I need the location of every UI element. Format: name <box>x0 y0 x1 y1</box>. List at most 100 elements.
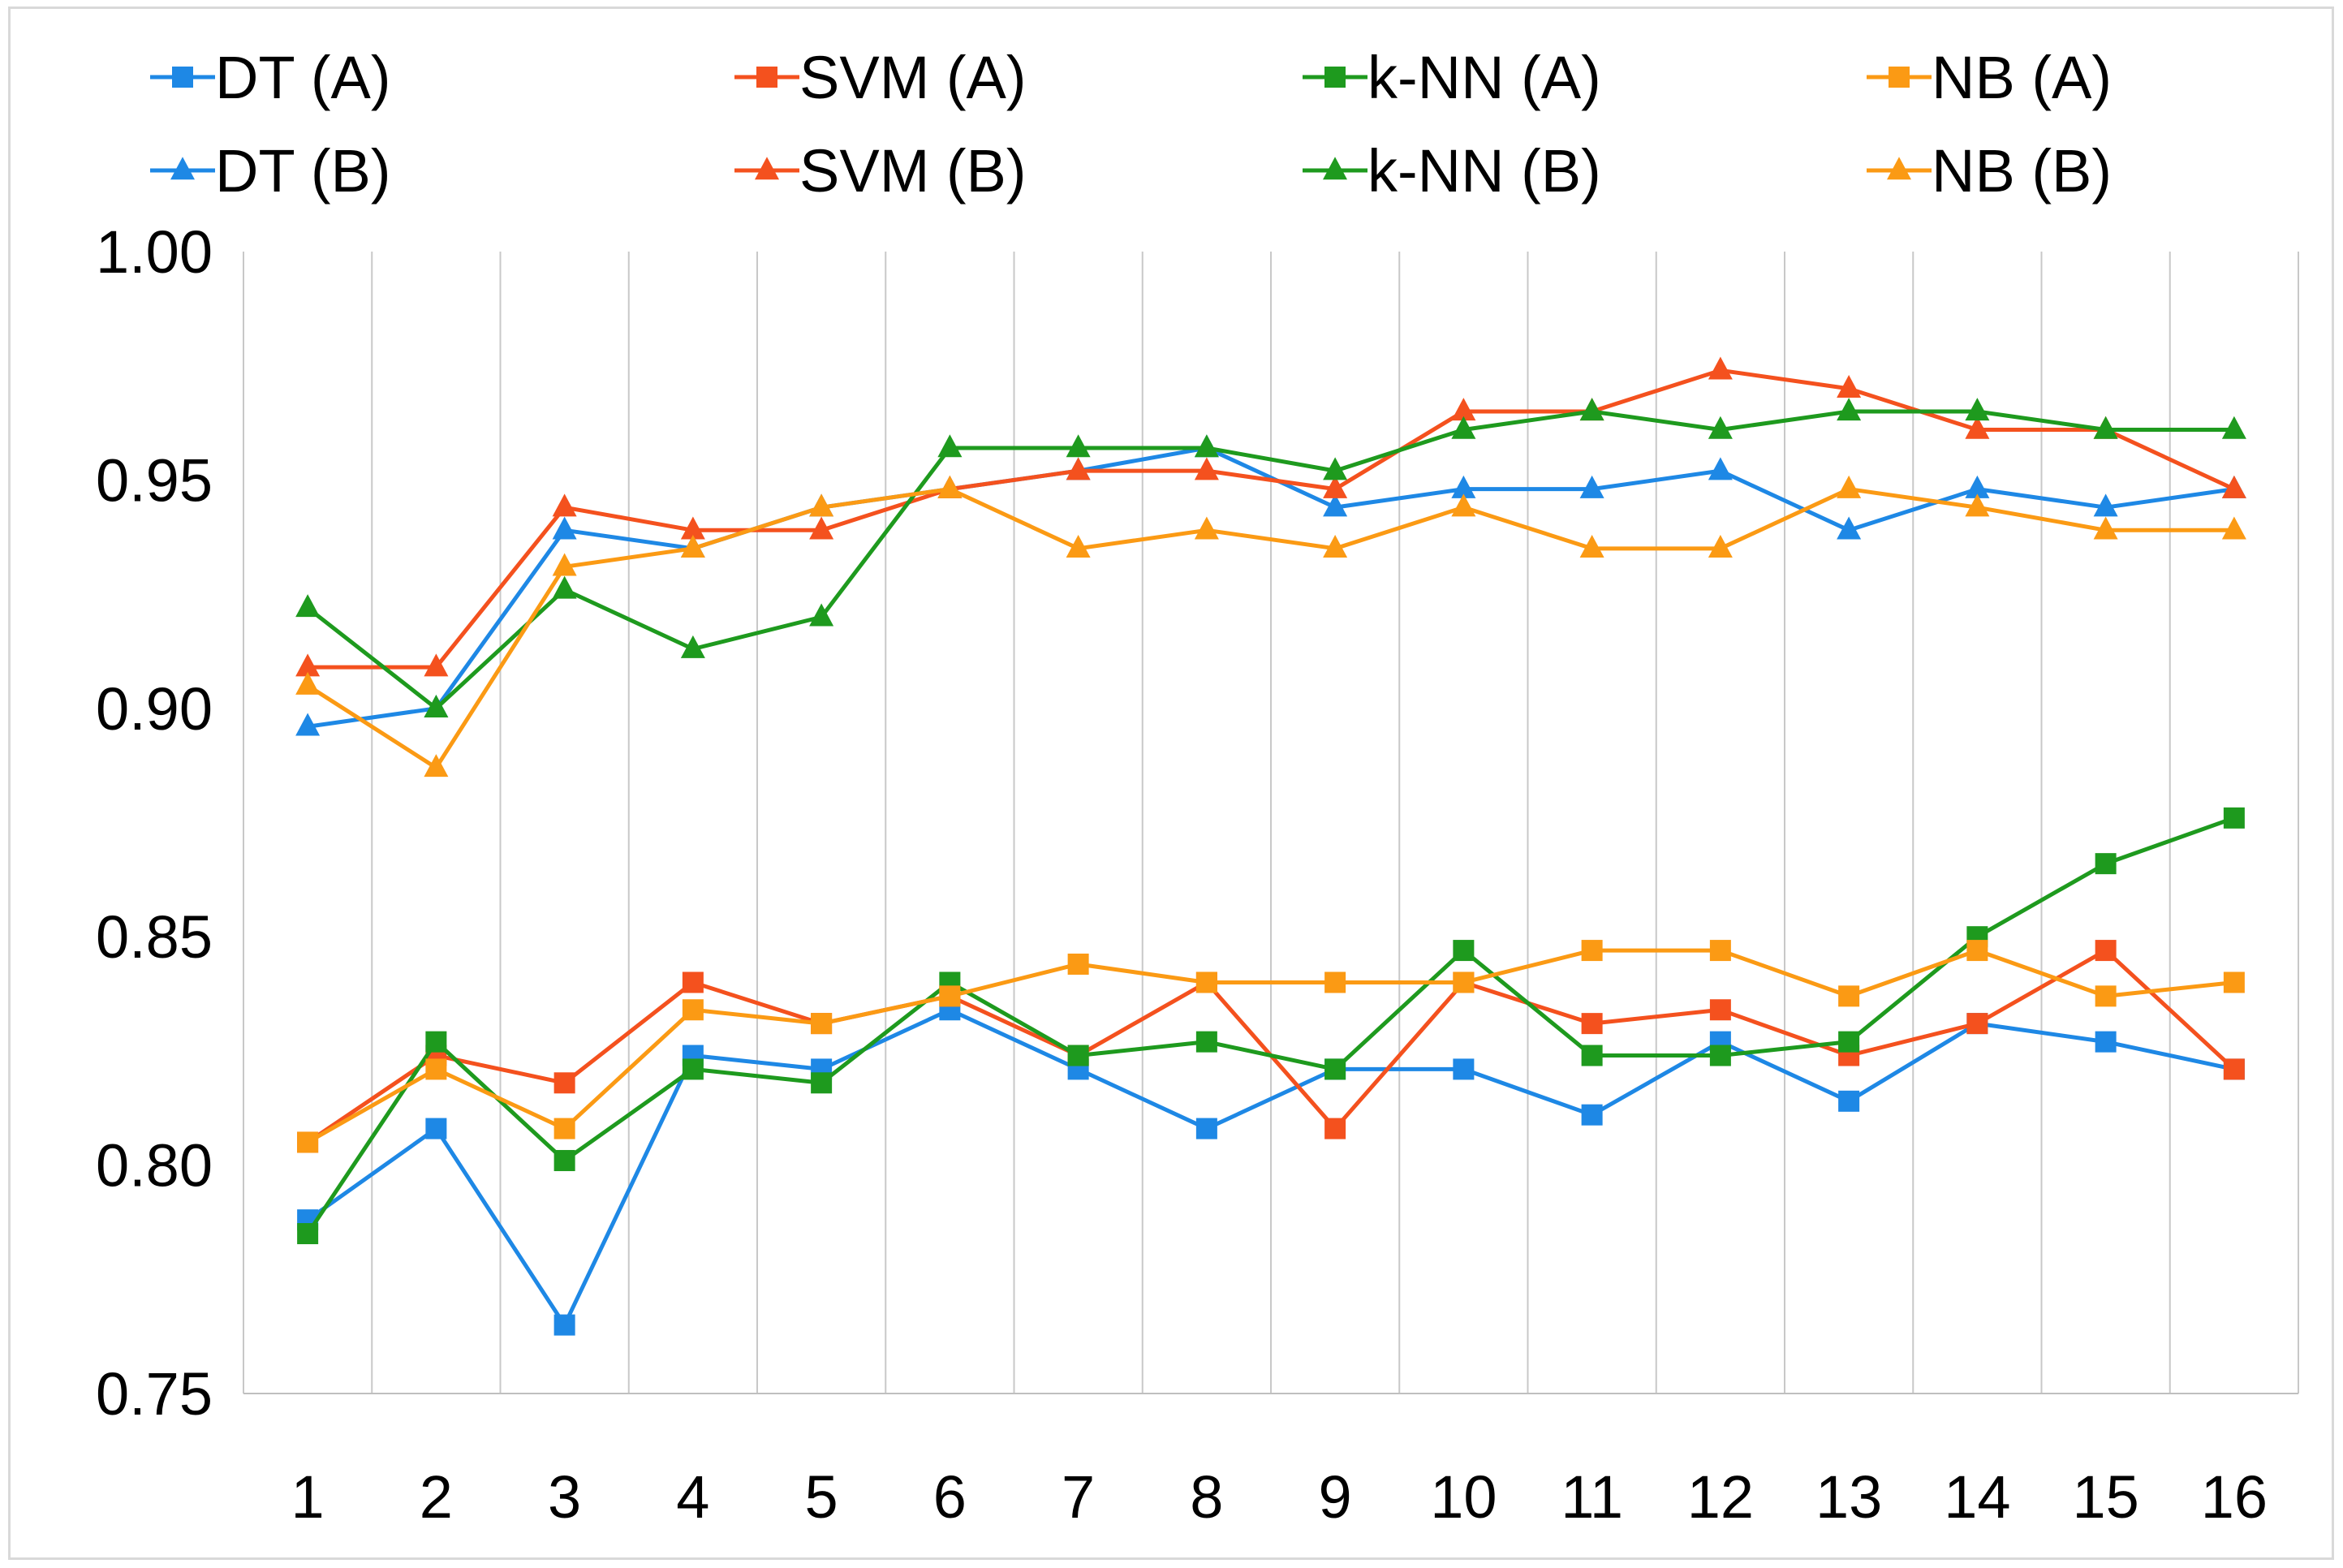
data-point <box>425 1031 447 1053</box>
data-point <box>680 535 705 558</box>
data-point <box>1581 940 1603 962</box>
data-point <box>552 493 577 517</box>
data-point <box>1323 457 1348 480</box>
data-point <box>425 1118 447 1139</box>
data-point <box>1837 375 1862 398</box>
data-point <box>1581 1104 1603 1126</box>
data-point <box>1579 475 1604 498</box>
legend-label: NB (B) <box>1932 137 2112 205</box>
data-point <box>2221 475 2246 498</box>
x-tick-label: 16 <box>2201 1463 2268 1531</box>
data-point <box>553 1314 575 1336</box>
data-point <box>939 985 961 1007</box>
series-line <box>306 1007 2235 1328</box>
legend-marker <box>170 157 195 180</box>
data-point <box>295 713 321 736</box>
data-point <box>1837 516 1862 540</box>
legend-label: NB (A) <box>1932 44 2112 111</box>
legend-label: SVM (B) <box>799 137 1027 205</box>
data-point <box>2221 416 2246 439</box>
data-point <box>2093 516 2118 540</box>
data-point <box>2095 985 2117 1007</box>
gridlines <box>371 252 2299 1394</box>
data-point <box>1965 475 1990 498</box>
data-point <box>553 1149 575 1171</box>
data-point <box>1838 1090 1860 1112</box>
series-line <box>306 948 2235 1144</box>
data-point <box>1965 493 1990 517</box>
chart-frame <box>8 6 2334 1560</box>
data-point <box>811 1072 833 1094</box>
data-point <box>2093 416 2118 439</box>
data-point <box>1451 475 1476 498</box>
legend-label: DT (B) <box>215 137 391 205</box>
data-point <box>1453 971 1475 993</box>
data-point <box>2095 940 2117 962</box>
data-point <box>297 1223 319 1245</box>
data-point <box>1453 940 1475 962</box>
legend-label: k-NN (B) <box>1367 137 1601 205</box>
legend-marker <box>1887 157 1911 180</box>
data-point <box>295 594 321 618</box>
legend-item: SVM (A) <box>734 44 1027 111</box>
data-point <box>1708 457 1733 480</box>
data-point <box>1067 1045 1089 1066</box>
series-k-nn-a <box>297 807 2245 1245</box>
data-point <box>1194 434 1219 458</box>
data-point <box>1581 1045 1603 1066</box>
data-point <box>680 516 705 540</box>
data-point <box>1323 475 1348 498</box>
y-tick-label: 0.80 <box>96 1132 213 1200</box>
legend-marker <box>756 67 777 88</box>
data-point <box>425 1058 447 1080</box>
legend-item: DT (A) <box>150 44 391 111</box>
data-point <box>295 671 321 695</box>
data-point <box>682 999 704 1021</box>
x-tick-labels: 1 2 3 4 5 6 7 8 9 10 11 12 13 14 15 16 <box>291 1463 2268 1531</box>
data-point <box>295 653 321 677</box>
data-point <box>682 971 704 993</box>
x-tick-label: 2 <box>420 1463 453 1531</box>
series-line <box>307 446 2235 729</box>
data-point <box>1194 516 1219 540</box>
data-point <box>1965 416 1990 439</box>
data-point <box>424 754 449 778</box>
data-point <box>1066 434 1091 458</box>
legend-label: k-NN (A) <box>1367 44 1601 111</box>
data-point <box>809 493 834 517</box>
legend-item: NB (A) <box>1867 44 2112 111</box>
x-tick-label: 3 <box>548 1463 581 1531</box>
legend-item: k-NN (A) <box>1303 44 1601 111</box>
data-point <box>937 475 963 498</box>
x-tick-label: 5 <box>805 1463 838 1531</box>
data-point <box>552 575 577 599</box>
data-point <box>1966 940 1988 962</box>
data-point <box>1579 398 1604 421</box>
legend-label: SVM (A) <box>799 44 1027 111</box>
x-tick-label: 13 <box>1815 1463 1882 1531</box>
legend: DT (A) SVM (A) k-NN (A) NB (A) DT (B) SVM (B)… <box>150 44 2112 205</box>
legend-item: NB (B) <box>1867 137 2112 205</box>
data-point <box>1066 457 1091 480</box>
data-point <box>809 516 834 540</box>
data-point <box>2221 516 2246 540</box>
data-point <box>297 1131 319 1153</box>
data-point <box>1066 535 1091 558</box>
data-point <box>1838 1031 1860 1053</box>
y-tick-label: 0.90 <box>96 675 213 743</box>
data-point <box>1194 457 1219 480</box>
legend-marker <box>1323 157 1347 180</box>
data-point <box>1709 1045 1731 1066</box>
legend-item: DT (B) <box>150 137 391 205</box>
data-point <box>809 603 834 627</box>
legend-marker <box>755 157 779 180</box>
legend-marker <box>1324 67 1346 88</box>
data-point <box>1837 398 1862 421</box>
data-point <box>1966 1013 1988 1035</box>
x-tick-label: 9 <box>1319 1463 1352 1531</box>
legend-item: k-NN (B) <box>1303 137 1601 205</box>
data-point <box>811 1013 833 1035</box>
data-point <box>1965 398 1990 421</box>
legend-label: DT (A) <box>215 44 391 111</box>
